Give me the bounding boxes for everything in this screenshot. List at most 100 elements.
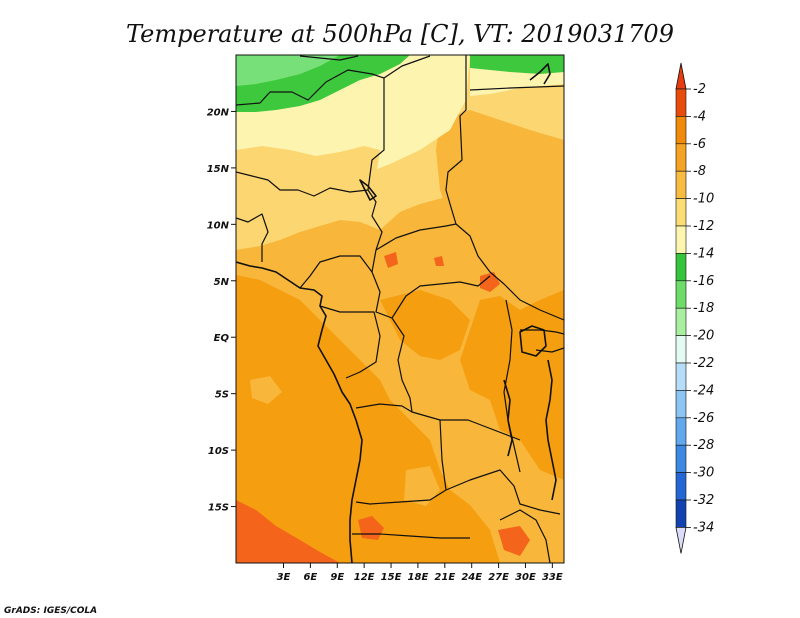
colorbar-label: -2	[693, 82, 706, 97]
temperature-region	[436, 110, 564, 230]
colorbar-label: -32	[693, 493, 714, 508]
lat-tick-label: 15N	[207, 164, 230, 175]
colorbar-swatch	[675, 417, 687, 446]
temperature-region	[380, 290, 470, 360]
colorbar-swatch	[675, 362, 687, 391]
colorbar-label: -18	[693, 301, 714, 316]
latitude-axis: 20N 15N 10N 5N EQ 5S 10S 15S	[207, 107, 236, 514]
lake-chad-outline	[359, 179, 377, 201]
colorbar-swatch	[675, 88, 687, 117]
temperature-region	[250, 376, 282, 404]
colorbar-label: -28	[693, 438, 714, 453]
colorbar-swatch	[675, 225, 687, 254]
temperature-region	[384, 252, 398, 268]
temperature-region	[236, 55, 340, 86]
lake-outline	[503, 379, 513, 457]
colorbar-label: -10	[693, 192, 714, 207]
colorbar-swatch	[675, 390, 687, 419]
border-line	[445, 469, 561, 515]
colorbar-label: -8	[693, 164, 706, 179]
colorbar-swatch	[675, 116, 687, 145]
lat-tick-label: 20N	[207, 107, 230, 118]
map-title: Temperature at 500hPa [C], VT: 201903170…	[126, 20, 674, 48]
colorbar-label: -20	[693, 329, 714, 344]
lat-tick-label: 10S	[208, 446, 229, 457]
lake-outline	[519, 325, 547, 357]
colorbar-swatch	[675, 170, 687, 199]
temperature-region	[236, 146, 380, 190]
border-line	[299, 55, 359, 61]
temperature-region	[498, 526, 530, 556]
lake-outline	[545, 359, 557, 501]
border-line	[236, 171, 369, 197]
temperature-region	[434, 256, 444, 266]
border-line	[520, 329, 564, 335]
lat-tick-label: 5S	[215, 390, 229, 401]
lon-tick-label: 33E	[542, 572, 563, 583]
lon-tick-label: 6E	[303, 572, 317, 583]
border-line	[236, 69, 385, 106]
colorbar-bottom-cap	[675, 527, 687, 554]
border-line	[367, 78, 385, 251]
temperature-region	[470, 55, 564, 74]
colorbar-label: -34	[693, 520, 714, 535]
colorbar-label: -30	[693, 466, 714, 481]
border-line	[503, 299, 521, 473]
country-borders	[236, 55, 564, 563]
colorbar-label: -26	[693, 411, 714, 426]
border-line	[371, 249, 491, 319]
border-line	[355, 403, 413, 413]
colorbar-label: -12	[693, 219, 714, 234]
colorbar-label: -4	[693, 109, 706, 124]
border-line	[236, 213, 269, 262]
lon-tick-label: 30E	[515, 572, 536, 583]
colorbar-swatch	[675, 472, 687, 501]
colorbar: -2 -4 -6 -8 -10 -12 -14 -16 -18 -20 -22 -24 -26 -28 -3…	[675, 62, 714, 554]
border-line	[375, 223, 457, 251]
red-sea-coast	[529, 63, 551, 85]
temperature-region	[404, 466, 440, 506]
colorbar-swatch	[675, 444, 687, 473]
border-line	[319, 305, 381, 379]
lat-tick-label: 5N	[214, 277, 230, 288]
colorbar-label: -14	[693, 246, 714, 261]
lon-tick-label: 21E	[434, 572, 455, 583]
border-line	[391, 317, 521, 441]
border-line	[499, 509, 551, 563]
longitude-axis: 3E 6E 9E 12E 15E 18E 21E 24E 27E 30E 33E	[277, 563, 563, 583]
lat-tick-label: 10N	[207, 220, 230, 231]
grads-credit: GrADS: IGES/COLA	[4, 606, 97, 616]
temperature-region	[236, 500, 340, 563]
lon-tick-label: 12E	[354, 572, 375, 583]
lon-tick-label: 3E	[277, 572, 291, 583]
colorbar-top-cap	[675, 62, 687, 90]
colorbar-swatch	[675, 335, 687, 364]
colorbar-swatch	[675, 307, 687, 336]
colorbar-swatch	[675, 253, 687, 282]
border-line	[299, 255, 373, 289]
colorbar-label: -22	[693, 356, 714, 371]
lon-tick-label: 15E	[381, 572, 402, 583]
border-line	[469, 85, 564, 91]
temperature-field	[236, 55, 564, 563]
colorbar-swatch	[675, 499, 687, 528]
colorbar-swatch	[675, 280, 687, 309]
lon-tick-label: 27E	[488, 572, 509, 583]
colorbar-label: -24	[693, 383, 714, 398]
lon-tick-label: 24E	[461, 572, 482, 583]
lat-tick-label: 15S	[208, 503, 229, 514]
border-line	[355, 419, 447, 505]
west-coastline	[236, 261, 363, 563]
lat-tick-label: EQ	[214, 333, 230, 344]
border-line	[383, 55, 431, 79]
lon-tick-label: 9E	[330, 572, 344, 583]
colorbar-swatch	[675, 143, 687, 172]
colorbar-label: -6	[693, 137, 706, 152]
colorbar-label: -16	[693, 274, 714, 289]
map-frame	[235, 54, 565, 564]
border-line	[352, 533, 470, 539]
lon-tick-label: 18E	[408, 572, 429, 583]
colorbar-swatch	[675, 198, 687, 227]
map-plot-area	[236, 55, 564, 563]
